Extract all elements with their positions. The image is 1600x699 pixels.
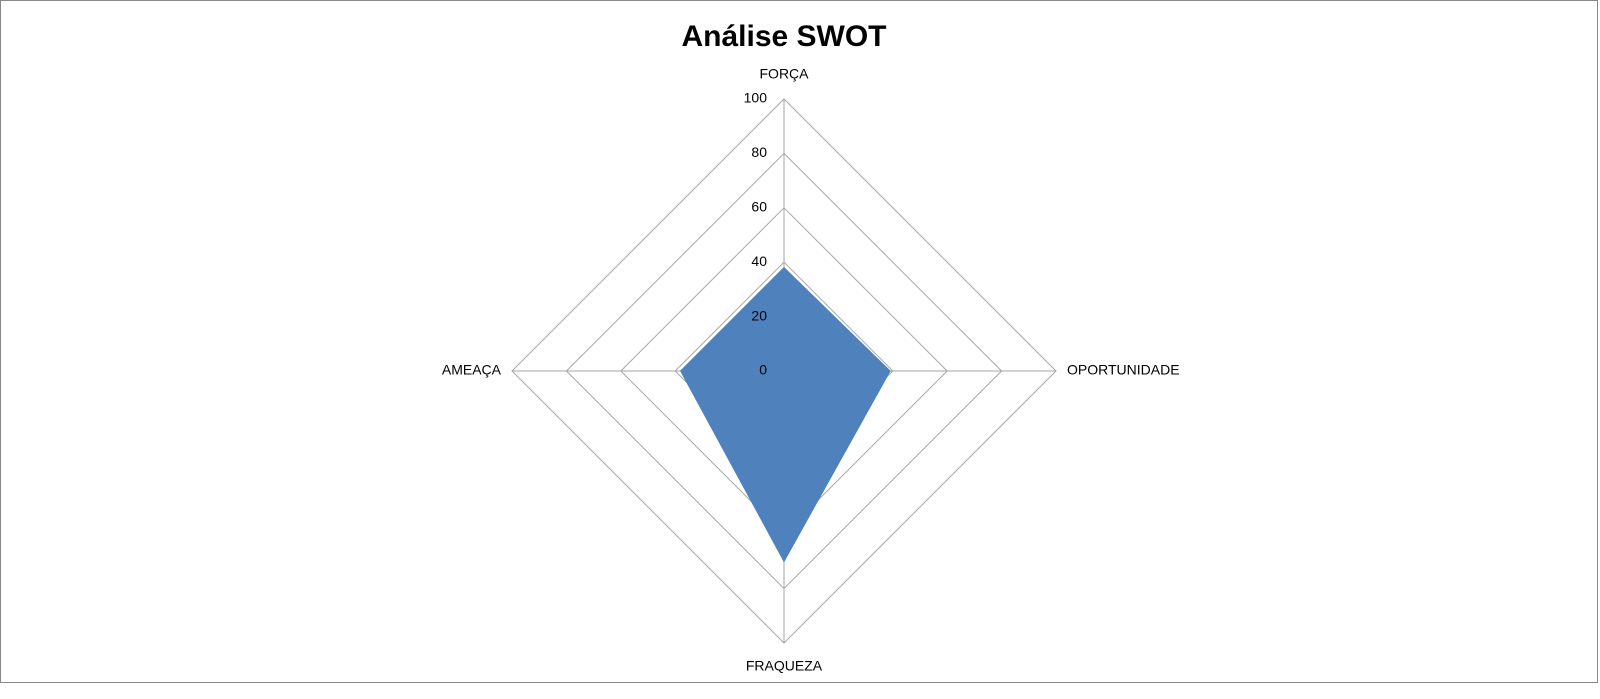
chart-title: Análise SWOT: [681, 20, 886, 53]
tick-label: 100: [744, 90, 768, 106]
category-label: AMEAÇA: [442, 362, 502, 378]
tick-label: 40: [751, 253, 767, 269]
category-label: FORÇA: [760, 66, 810, 82]
tick-label: 20: [751, 307, 767, 323]
category-label: FRAQUEZA: [746, 658, 823, 674]
tick-label: 0: [759, 362, 767, 378]
category-label: OPORTUNIDADE: [1067, 362, 1180, 378]
tick-label: 80: [751, 144, 767, 160]
series-area: [680, 266, 891, 563]
tick-label: 60: [751, 199, 767, 215]
